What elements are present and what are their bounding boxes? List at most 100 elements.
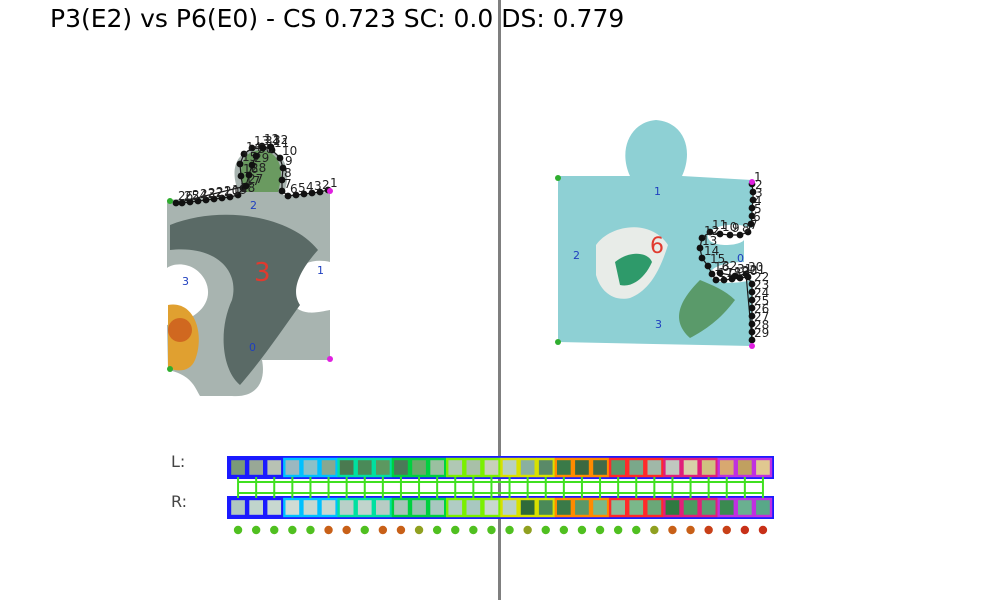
left-swatch (663, 457, 682, 478)
right-swatch (283, 497, 302, 518)
right-strip-label: R: (171, 492, 188, 511)
left-swatch (446, 457, 465, 478)
left-swatch (645, 457, 664, 478)
left-swatch (608, 457, 628, 478)
score-dot (668, 525, 677, 535)
left-piece-tab-green (241, 150, 281, 192)
right-contour-point (748, 336, 756, 344)
left-contour-point (276, 154, 284, 162)
left-contour-point-label: 25 (184, 189, 199, 203)
left-contour-point (172, 199, 180, 207)
left-swatch (409, 457, 429, 478)
right-swatch (319, 497, 338, 518)
right-contour-point (748, 304, 756, 312)
right-contour-point-label: 13 (702, 234, 717, 248)
right-swatch (753, 497, 773, 518)
right-contour-point (736, 231, 744, 239)
left-swatch (464, 457, 483, 478)
left-contour-point-label: 21 (216, 185, 231, 199)
left-piece: 1234567891011121314151617181920212223242… (167, 132, 338, 397)
right-piece: 1234567891011121314151617181920212223242… (555, 120, 769, 349)
left-contour-point (252, 152, 260, 160)
score-dot (650, 525, 659, 535)
right-contour-point (747, 220, 755, 228)
left-swatch (427, 457, 447, 478)
score-dot (469, 525, 478, 535)
left-contour-point-label: 22 (208, 186, 223, 200)
left-contour-point (242, 182, 250, 190)
color-match-strip (227, 456, 774, 535)
right-corner-marker (749, 179, 755, 185)
left-swatch (246, 457, 266, 478)
score-dot (360, 525, 369, 535)
center-divider (498, 0, 501, 600)
score-dot (251, 525, 261, 535)
right-contour-point-label: 15 (710, 252, 725, 266)
score-dot (613, 525, 623, 535)
right-contour-point (748, 312, 756, 320)
left-swatch (228, 457, 248, 478)
left-contour-point (194, 197, 202, 205)
score-dot (758, 525, 768, 535)
score-dot (396, 525, 406, 535)
right-contour-point-label: 32 (722, 259, 737, 273)
left-edge-label-2: 2 (250, 199, 257, 212)
right-contour-point-label: 11 (712, 218, 727, 232)
right-swatch (681, 497, 700, 518)
right-contour-point (749, 188, 757, 196)
left-contour-point (234, 191, 242, 199)
left-contour-point-label: 23 (200, 187, 215, 201)
left-contour-point (300, 190, 308, 198)
left-swatch (319, 457, 338, 478)
score-dot (432, 525, 442, 535)
right-swatch (355, 497, 375, 518)
score-dot (306, 525, 315, 535)
left-contour-point (245, 171, 253, 179)
left-contour-point-label: 7 (284, 177, 292, 191)
right-contour-point (698, 254, 706, 262)
right-contour-point (716, 269, 724, 277)
score-dot (378, 525, 388, 535)
left-piece-hose (170, 214, 318, 385)
right-contour-point (748, 280, 756, 288)
left-contour-point-label: 3 (314, 179, 322, 193)
right-contour-point (698, 234, 706, 242)
right-swatch (536, 497, 556, 518)
left-swatch (500, 457, 519, 478)
left-contour-point (240, 150, 248, 158)
right-swatch (663, 497, 682, 518)
right-contour-point (748, 296, 756, 304)
right-edge-label-1: 1 (654, 185, 661, 198)
right-contour-point (749, 196, 757, 204)
right-contour-point-label: 5 (754, 202, 762, 216)
left-edge-label-1: 1 (317, 264, 324, 277)
right-contour-point-label: 21 (750, 263, 765, 277)
right-contour-point-label: 4 (754, 194, 762, 208)
right-swatch (265, 497, 284, 518)
right-contour-point (696, 244, 704, 252)
left-swatch (717, 457, 737, 478)
right-contour-point-label: 3 (755, 186, 763, 200)
left-contour-point (259, 144, 267, 152)
left-contour-point (237, 172, 245, 180)
right-swatch (590, 497, 610, 518)
right-contour-point-label: 31 (737, 262, 752, 276)
right-swatch (373, 497, 393, 518)
left-contour-point (267, 143, 275, 151)
right-contour-point-label: 6 (753, 210, 761, 224)
left-edge-label-0: 0 (249, 341, 256, 354)
left-swatch (337, 457, 356, 478)
left-swatch (627, 457, 646, 478)
left-corner-marker (167, 366, 173, 372)
score-dot (559, 525, 569, 535)
left-contour-point (292, 191, 300, 199)
left-contour-point (218, 194, 226, 202)
left-contour-point (248, 144, 256, 152)
right-contour-point-label: 30 (748, 260, 763, 274)
right-contour-point-label: 7 (750, 218, 758, 232)
score-dot (722, 525, 731, 535)
left-contour-point-label: 32 (273, 133, 288, 147)
left-contour-point-label: 1 (330, 176, 338, 190)
right-swatch (482, 497, 501, 518)
right-piece-plant (679, 280, 735, 338)
